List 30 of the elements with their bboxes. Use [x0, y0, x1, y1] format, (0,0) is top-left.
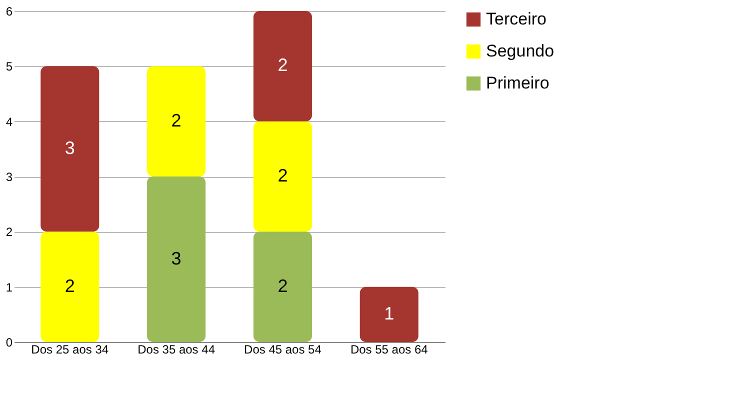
y-tick-label: 5 [6, 60, 13, 74]
x-tick-label: Dos 55 aos 64 [350, 342, 428, 356]
bar [253, 232, 312, 342]
legend-label: Primeiro [486, 74, 550, 92]
bar [40, 66, 100, 232]
x-tick-label: Dos 25 aos 34 [31, 342, 109, 356]
y-tick-label: 4 [6, 114, 13, 129]
y-tick-label: 0 [6, 336, 13, 350]
bar [360, 286, 418, 342]
bar [147, 176, 206, 342]
data-label: 1 [384, 303, 394, 324]
bar [40, 232, 100, 342]
data-label: 2 [64, 276, 75, 296]
data-label: 2 [278, 55, 288, 76]
y-tick-label: 2 [6, 225, 13, 240]
data-label: 3 [171, 248, 182, 268]
x-tick-label: Dos 35 aos 44 [138, 342, 216, 356]
bar [253, 11, 312, 122]
data-label: 2 [171, 110, 182, 130]
x-tick-label: Dos 45 aos 54 [244, 342, 322, 356]
bar [253, 121, 312, 232]
y-tick-label: 6 [6, 4, 13, 18]
legend-label: Terceiro [486, 10, 546, 28]
y-tick-label: 1 [6, 280, 13, 294]
data-label: 2 [278, 276, 288, 296]
y-tick-label: 3 [6, 170, 13, 184]
data-label: 2 [278, 166, 288, 186]
data-label: 3 [64, 138, 75, 158]
bar [147, 66, 206, 176]
legend-label: Segundo [486, 42, 554, 60]
